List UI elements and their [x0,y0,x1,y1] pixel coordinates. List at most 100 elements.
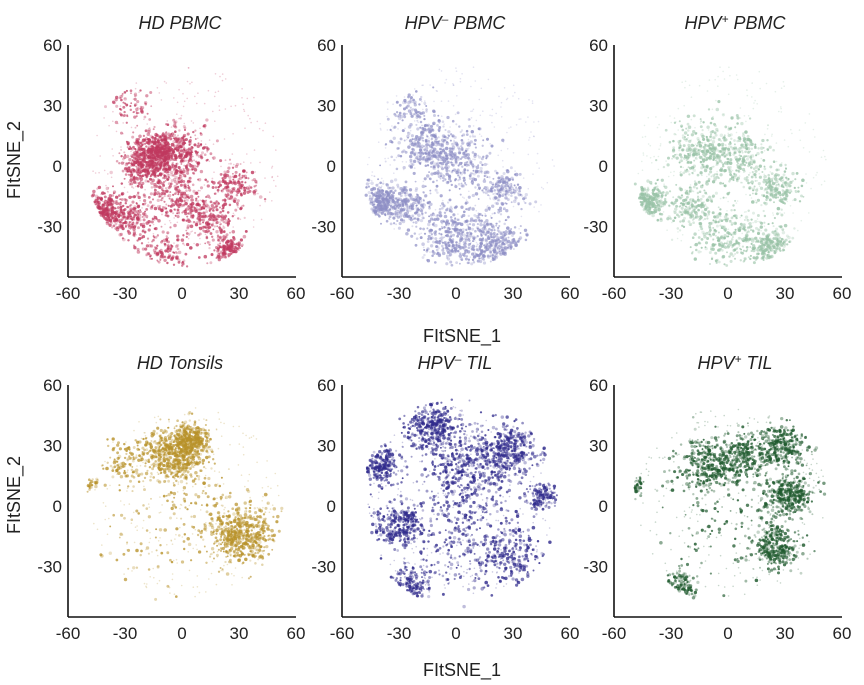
scatter-point [144,247,148,251]
scatter-point [502,192,504,195]
scatter-point [93,200,97,204]
scatter-point [696,144,698,147]
scatter-point [391,205,395,209]
scatter-point [275,185,277,187]
scatter-point [196,102,198,105]
scatter-point [203,153,207,157]
scatter-point [130,162,133,165]
scatter-point [146,214,148,217]
scatter-point [211,213,215,216]
scatter-point [421,184,426,189]
scatter-point [512,152,515,154]
scatter-point [203,220,205,222]
scatter-point [176,208,180,212]
scatter-point [496,188,499,191]
scatter-point [667,156,670,160]
scatter-point [465,199,468,201]
scatter-point [399,187,403,191]
scatter-point [531,100,534,102]
scatter-point [151,178,155,183]
scatter-point [198,226,203,231]
scatter-point [132,244,136,247]
scatter-point [146,136,148,139]
scatter-point [484,249,487,253]
scatter-point [173,217,175,219]
scatter-point [144,179,148,183]
scatter-point [128,225,131,227]
scatter-point [478,257,481,260]
scatter-point [465,148,469,152]
scatter-point [220,239,223,242]
scatter-point [145,145,148,148]
scatter-point [489,143,492,145]
scatter-point [190,120,193,122]
scatter-point [516,239,520,243]
scatter-point [449,238,453,242]
scatter-point [450,235,453,238]
scatter-point [149,206,154,210]
scatter-point [151,159,154,162]
scatter-point [248,184,251,187]
scatter-point [492,183,494,186]
scatter-point [149,254,152,257]
scatter-point [462,170,466,174]
scatter-point [405,206,409,210]
scatter-point [428,206,431,210]
scatter-point [195,208,199,212]
scatter-point [472,239,476,242]
scatter-point [416,138,420,142]
scatter-point [384,147,387,149]
scatter-point [110,176,113,179]
scatter-point [432,180,435,184]
scatter-point [466,169,469,172]
scatter-point [177,193,180,196]
scatter-point [377,187,379,190]
scatter-point [177,140,181,144]
scatter-point [461,252,465,257]
scatter-point [160,191,164,196]
scatter-point [177,141,181,145]
scatter-point [413,232,417,235]
scatter-point [500,101,503,104]
scatter-point [394,114,398,118]
scatter-point [523,200,525,203]
scatter-point [236,204,239,207]
scatter-point [473,152,477,156]
scatter-point [445,140,449,144]
scatter-point [204,178,207,182]
scatter-point [427,237,430,241]
scatter-point [176,143,179,146]
scatter-point [106,201,109,204]
scatter-point [503,252,507,256]
scatter-point [469,135,472,138]
scatter-point [141,143,144,147]
scatter-point [169,170,174,175]
scatter-point [180,145,183,149]
scatter-point [409,142,412,145]
scatter-point [686,134,689,137]
scatter-point [489,215,492,217]
scatter-point [416,159,421,163]
scatter-point [259,161,261,164]
scatter-point [133,156,137,160]
scatter-point [172,212,175,215]
scatter-point [160,143,164,147]
scatter-points [90,67,279,268]
scatter-point [216,225,219,228]
scatter-point [471,207,475,211]
scatter-point [409,112,413,116]
scatter-point [454,223,458,227]
scatter-point [271,200,273,202]
scatter-point [458,228,462,233]
scatter-point [166,143,168,145]
scatter-point [448,249,452,253]
scatter-point [470,241,472,244]
scatter-point [199,153,203,157]
scatter-point [120,205,123,208]
scatter-point [184,150,188,153]
scatter-point [430,138,433,141]
scatter-point [542,188,545,190]
scatter-point [211,235,214,238]
scatter-point [170,142,175,147]
